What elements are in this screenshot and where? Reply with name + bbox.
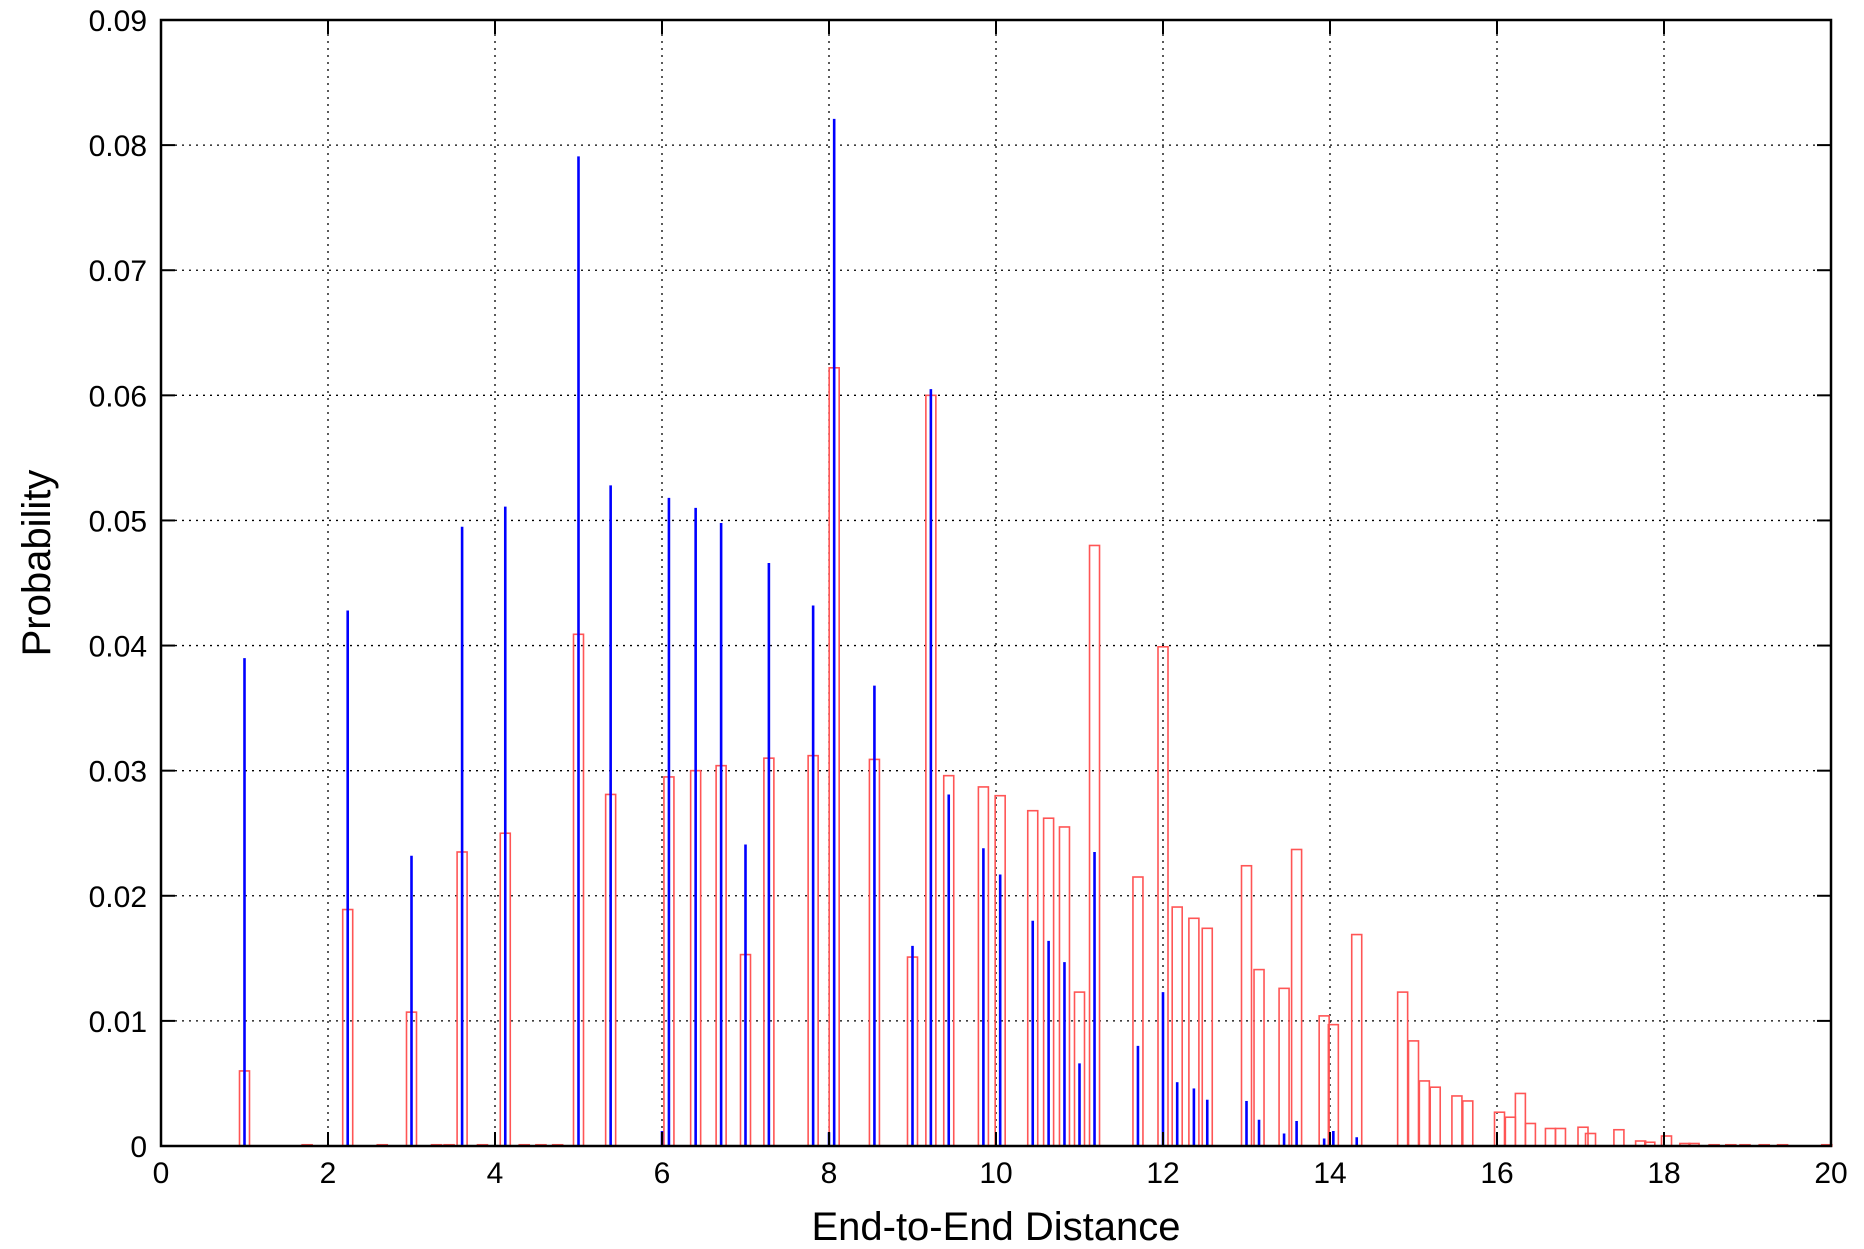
red-bar [1613,1128,1625,1147]
red-bar [1350,933,1363,1147]
x-tick-label: 6 [654,1157,671,1190]
y-tick-label: 0.07 [89,255,147,288]
red-bar [1418,1080,1431,1147]
red-bar [1554,1127,1567,1147]
red-bar [1577,1126,1589,1147]
x-tick-label: 4 [487,1157,504,1190]
red-bar [1396,991,1409,1147]
x-tick-label: 14 [1313,1157,1346,1190]
red-bar [1524,1122,1537,1147]
red-bar [1451,1095,1463,1147]
x-tick-label: 12 [1146,1157,1179,1190]
red-bar [1461,1100,1474,1147]
red-bar [1584,1132,1597,1147]
red-bar [1504,1116,1517,1147]
x-tick-label: 16 [1480,1157,1513,1190]
red-bar [1253,968,1265,1147]
y-axis-label: Probability [15,470,59,657]
red-bar [1544,1127,1557,1147]
red-bar [1278,987,1290,1147]
x-tick-label: 10 [979,1157,1012,1190]
x-tick-label: 18 [1647,1157,1680,1190]
red-bar [1290,848,1303,1147]
red-bar [1514,1092,1527,1147]
y-tick-label: 0.05 [89,505,147,538]
y-tick-label: 0.03 [89,756,147,789]
y-axis-tick-labels: 0 0.01 0.02 0.03 0.04 0.05 0.06 0.07 0.08 0.09 [89,5,147,1164]
red-bar [1407,1040,1420,1147]
y-tick-label: 0.02 [89,881,147,914]
red-hollow-bar-series [238,367,1833,1147]
y-tick-label: 0.04 [89,631,147,664]
x-axis-tick-labels: 0 2 4 6 8 10 12 14 16 18 20 [153,1157,1848,1190]
y-tick-label: 0.09 [89,5,147,38]
x-tick-label: 8 [821,1157,838,1190]
x-axis-label: End-to-End Distance [811,1205,1180,1249]
y-tick-label: 0.01 [89,1006,147,1039]
y-tick-label: 0.06 [89,380,147,413]
blue-impulse-series [243,118,1359,1146]
y-tick-label: 0.08 [89,130,147,163]
x-tick-label: 20 [1814,1157,1847,1190]
red-bar [1429,1086,1442,1147]
y-tick-label: 0 [130,1131,147,1164]
axis-ticks [160,19,1832,1147]
x-tick-label: 0 [153,1157,170,1190]
x-tick-label: 2 [320,1157,337,1190]
